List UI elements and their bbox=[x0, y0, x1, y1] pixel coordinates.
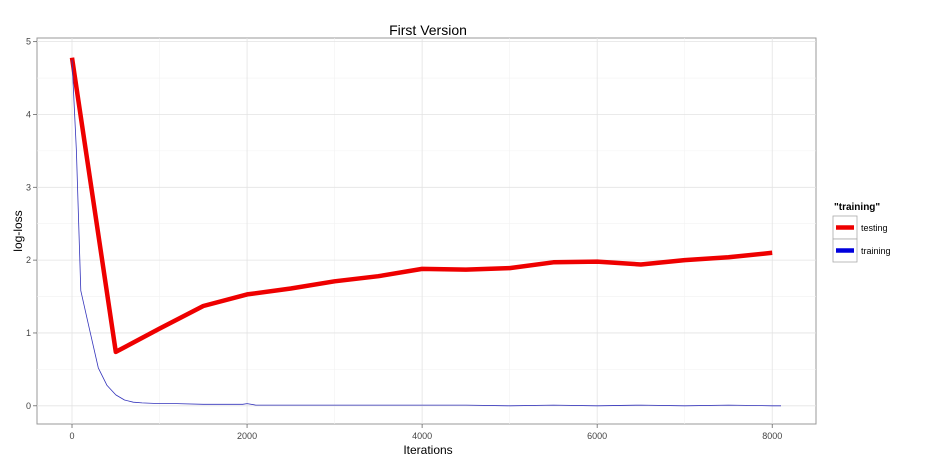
y-tick-label: 3 bbox=[26, 182, 31, 192]
x-tick-label: 2000 bbox=[237, 431, 257, 441]
panel-background bbox=[36, 37, 817, 425]
y-tick-label: 1 bbox=[26, 328, 31, 338]
y-tick-label: 0 bbox=[26, 401, 31, 411]
y-tick-label: 4 bbox=[26, 109, 31, 119]
y-tick-label: 5 bbox=[26, 37, 31, 47]
series-layer bbox=[69, 57, 781, 407]
grid-lines bbox=[37, 38, 816, 424]
series-line-testing bbox=[69, 57, 773, 355]
x-tick-label: 4000 bbox=[412, 431, 432, 441]
x-tick-label: 0 bbox=[70, 431, 75, 441]
y-axis-label: log-loss bbox=[11, 210, 25, 251]
legend-label-testing: testing bbox=[861, 223, 888, 233]
x-axis-label: Iterations bbox=[403, 443, 452, 457]
legend-label-training: training bbox=[861, 246, 891, 256]
x-tick-label: 8000 bbox=[762, 431, 782, 441]
x-axis-ticks: 0 2000 4000 6000 8000 bbox=[70, 424, 782, 441]
x-tick-label: 6000 bbox=[587, 431, 607, 441]
series-line-training bbox=[71, 59, 781, 407]
chart-title: First Version bbox=[389, 22, 467, 38]
y-axis-ticks: 0 1 2 3 4 5 bbox=[26, 37, 37, 411]
legend-title: "training" bbox=[834, 202, 880, 213]
y-tick-label: 2 bbox=[26, 255, 31, 265]
legend: "training" testing training bbox=[832, 202, 891, 263]
